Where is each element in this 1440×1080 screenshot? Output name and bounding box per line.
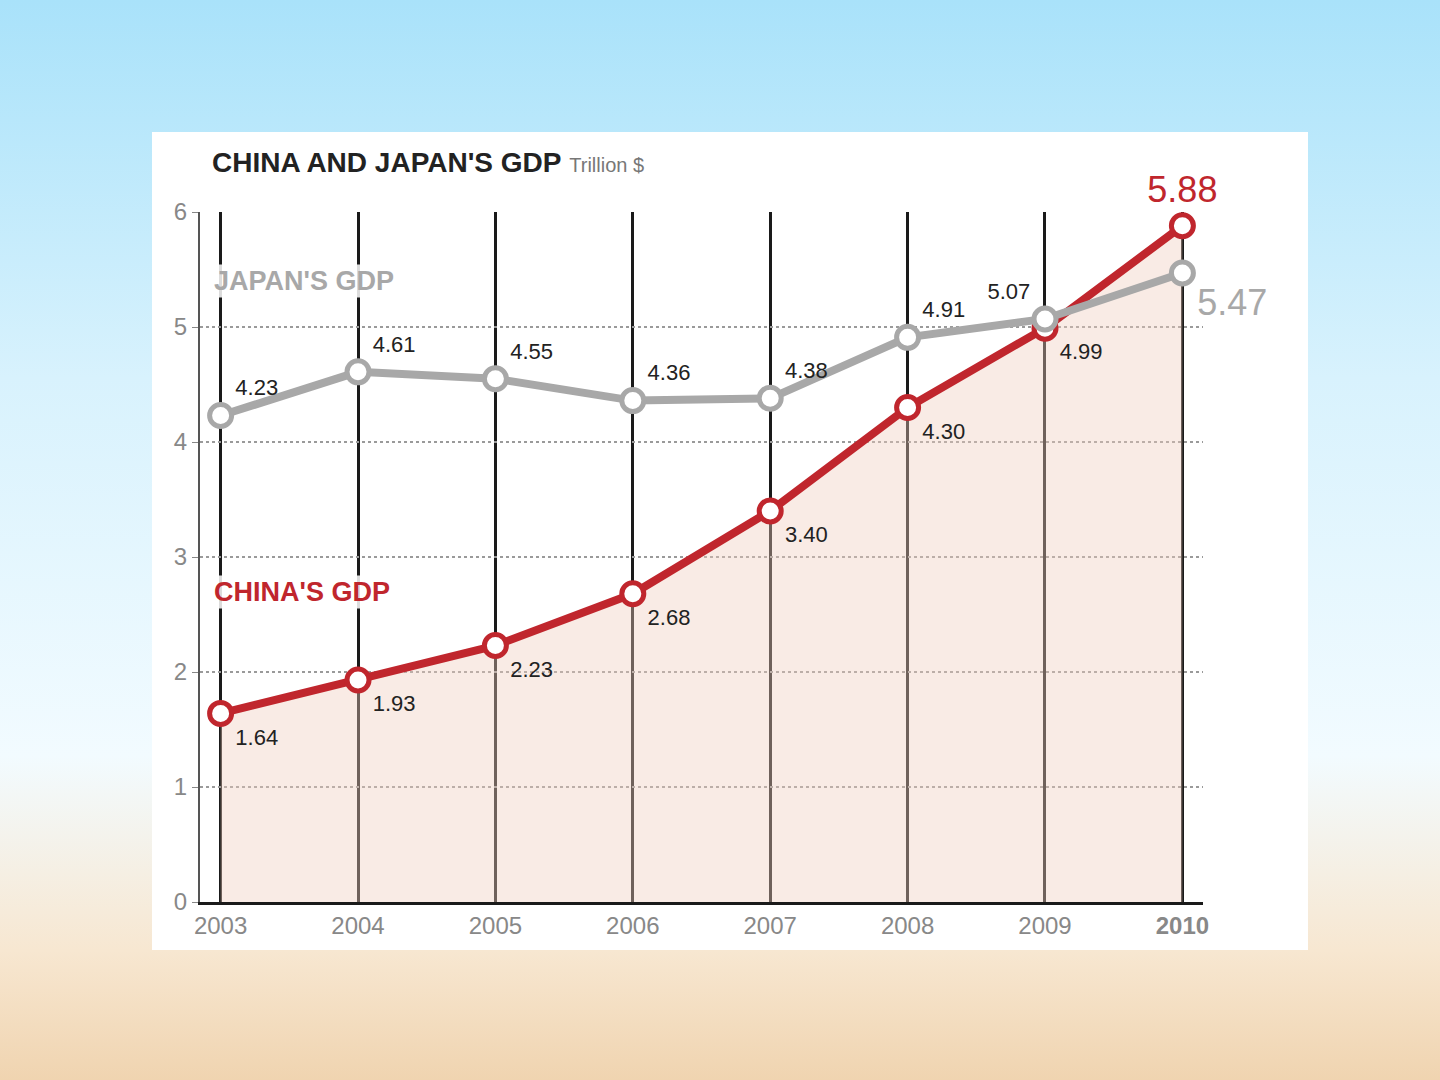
svg-text:6: 6 — [174, 198, 187, 225]
svg-text:1: 1 — [174, 773, 187, 800]
svg-text:CHINA'S GDP: CHINA'S GDP — [214, 577, 390, 607]
svg-text:2: 2 — [174, 658, 187, 685]
svg-text:4.99: 4.99 — [1060, 339, 1103, 364]
svg-text:3.40: 3.40 — [785, 522, 828, 547]
svg-text:0: 0 — [174, 888, 187, 915]
svg-text:2.68: 2.68 — [648, 605, 691, 630]
svg-text:JAPAN'S GDP: JAPAN'S GDP — [214, 266, 394, 296]
svg-text:4.23: 4.23 — [235, 375, 278, 400]
svg-text:2006: 2006 — [606, 912, 659, 939]
svg-text:2003: 2003 — [194, 912, 247, 939]
svg-text:4.91: 4.91 — [922, 297, 965, 322]
svg-text:5.47: 5.47 — [1197, 282, 1267, 323]
svg-text:5: 5 — [174, 313, 187, 340]
svg-text:2007: 2007 — [744, 912, 797, 939]
svg-text:4.36: 4.36 — [648, 360, 691, 385]
svg-text:2010: 2010 — [1156, 912, 1209, 939]
svg-text:5.07: 5.07 — [987, 279, 1030, 304]
svg-text:1.64: 1.64 — [235, 725, 278, 750]
svg-text:2008: 2008 — [881, 912, 934, 939]
svg-text:4.55: 4.55 — [510, 339, 553, 364]
svg-text:4.38: 4.38 — [785, 358, 828, 383]
svg-text:4.61: 4.61 — [373, 332, 416, 357]
svg-text:3: 3 — [174, 543, 187, 570]
svg-text:CHINA AND JAPAN'S GDP Trillion: CHINA AND JAPAN'S GDP Trillion $ — [212, 147, 644, 178]
svg-text:5.88: 5.88 — [1147, 169, 1217, 210]
svg-text:2009: 2009 — [1018, 912, 1071, 939]
svg-text:4: 4 — [174, 428, 187, 455]
svg-text:2005: 2005 — [469, 912, 522, 939]
svg-text:2.23: 2.23 — [510, 657, 553, 682]
svg-text:1.93: 1.93 — [373, 691, 416, 716]
svg-text:2004: 2004 — [331, 912, 384, 939]
svg-text:4.30: 4.30 — [922, 419, 965, 444]
